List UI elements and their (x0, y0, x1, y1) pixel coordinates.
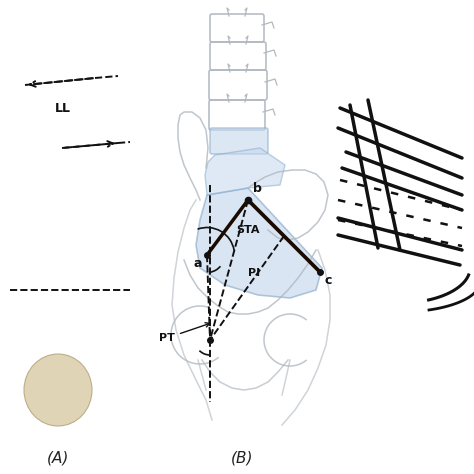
Ellipse shape (24, 354, 92, 426)
Text: STA: STA (236, 225, 259, 235)
Text: LL: LL (55, 101, 71, 115)
Text: (B): (B) (231, 450, 253, 465)
FancyBboxPatch shape (210, 128, 268, 154)
Polygon shape (196, 188, 322, 298)
Text: (A): (A) (47, 450, 69, 465)
Text: PT: PT (159, 323, 210, 343)
Text: c: c (325, 274, 332, 287)
Polygon shape (205, 148, 285, 195)
Text: b: b (253, 182, 262, 195)
Text: a: a (193, 257, 202, 270)
Text: PI: PI (248, 268, 260, 278)
